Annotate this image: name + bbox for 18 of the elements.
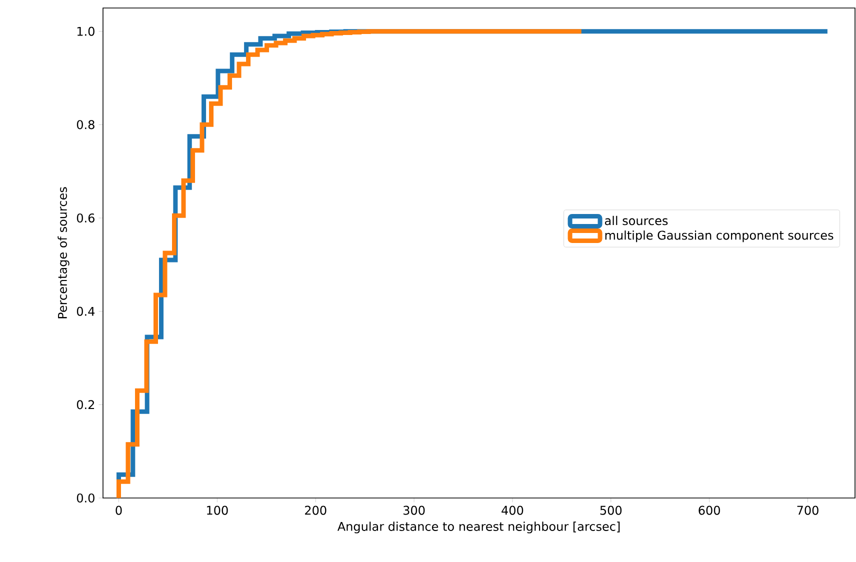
- y-tick-label: 0.2: [76, 400, 94, 410]
- x-tick-label: 100: [207, 506, 228, 515]
- y-axis-title: Percentage of sources: [58, 187, 70, 318]
- x-tick-label: 400: [502, 506, 524, 515]
- y-tick-label: 0.4: [76, 306, 95, 316]
- x-tick-label: 500: [600, 506, 622, 515]
- y-tick-label: 0.0: [76, 493, 94, 503]
- x-tick-label: 200: [305, 506, 326, 515]
- y-tick-label: 1.0: [77, 26, 94, 36]
- legend-label: all sources: [604, 216, 668, 226]
- x-tick-label: 700: [797, 506, 818, 515]
- x-tick-label: 0: [116, 506, 122, 515]
- x-tick-label: 300: [404, 506, 425, 515]
- x-tick-label: 600: [698, 506, 720, 515]
- legend-label: multiple Gaussian component sources: [605, 230, 834, 242]
- x-axis-title: Angular distance to nearest neighbour [arcsec]: [337, 522, 620, 534]
- y-tick-label: 0.6: [76, 213, 94, 223]
- y-tick-label: 0.8: [76, 120, 94, 130]
